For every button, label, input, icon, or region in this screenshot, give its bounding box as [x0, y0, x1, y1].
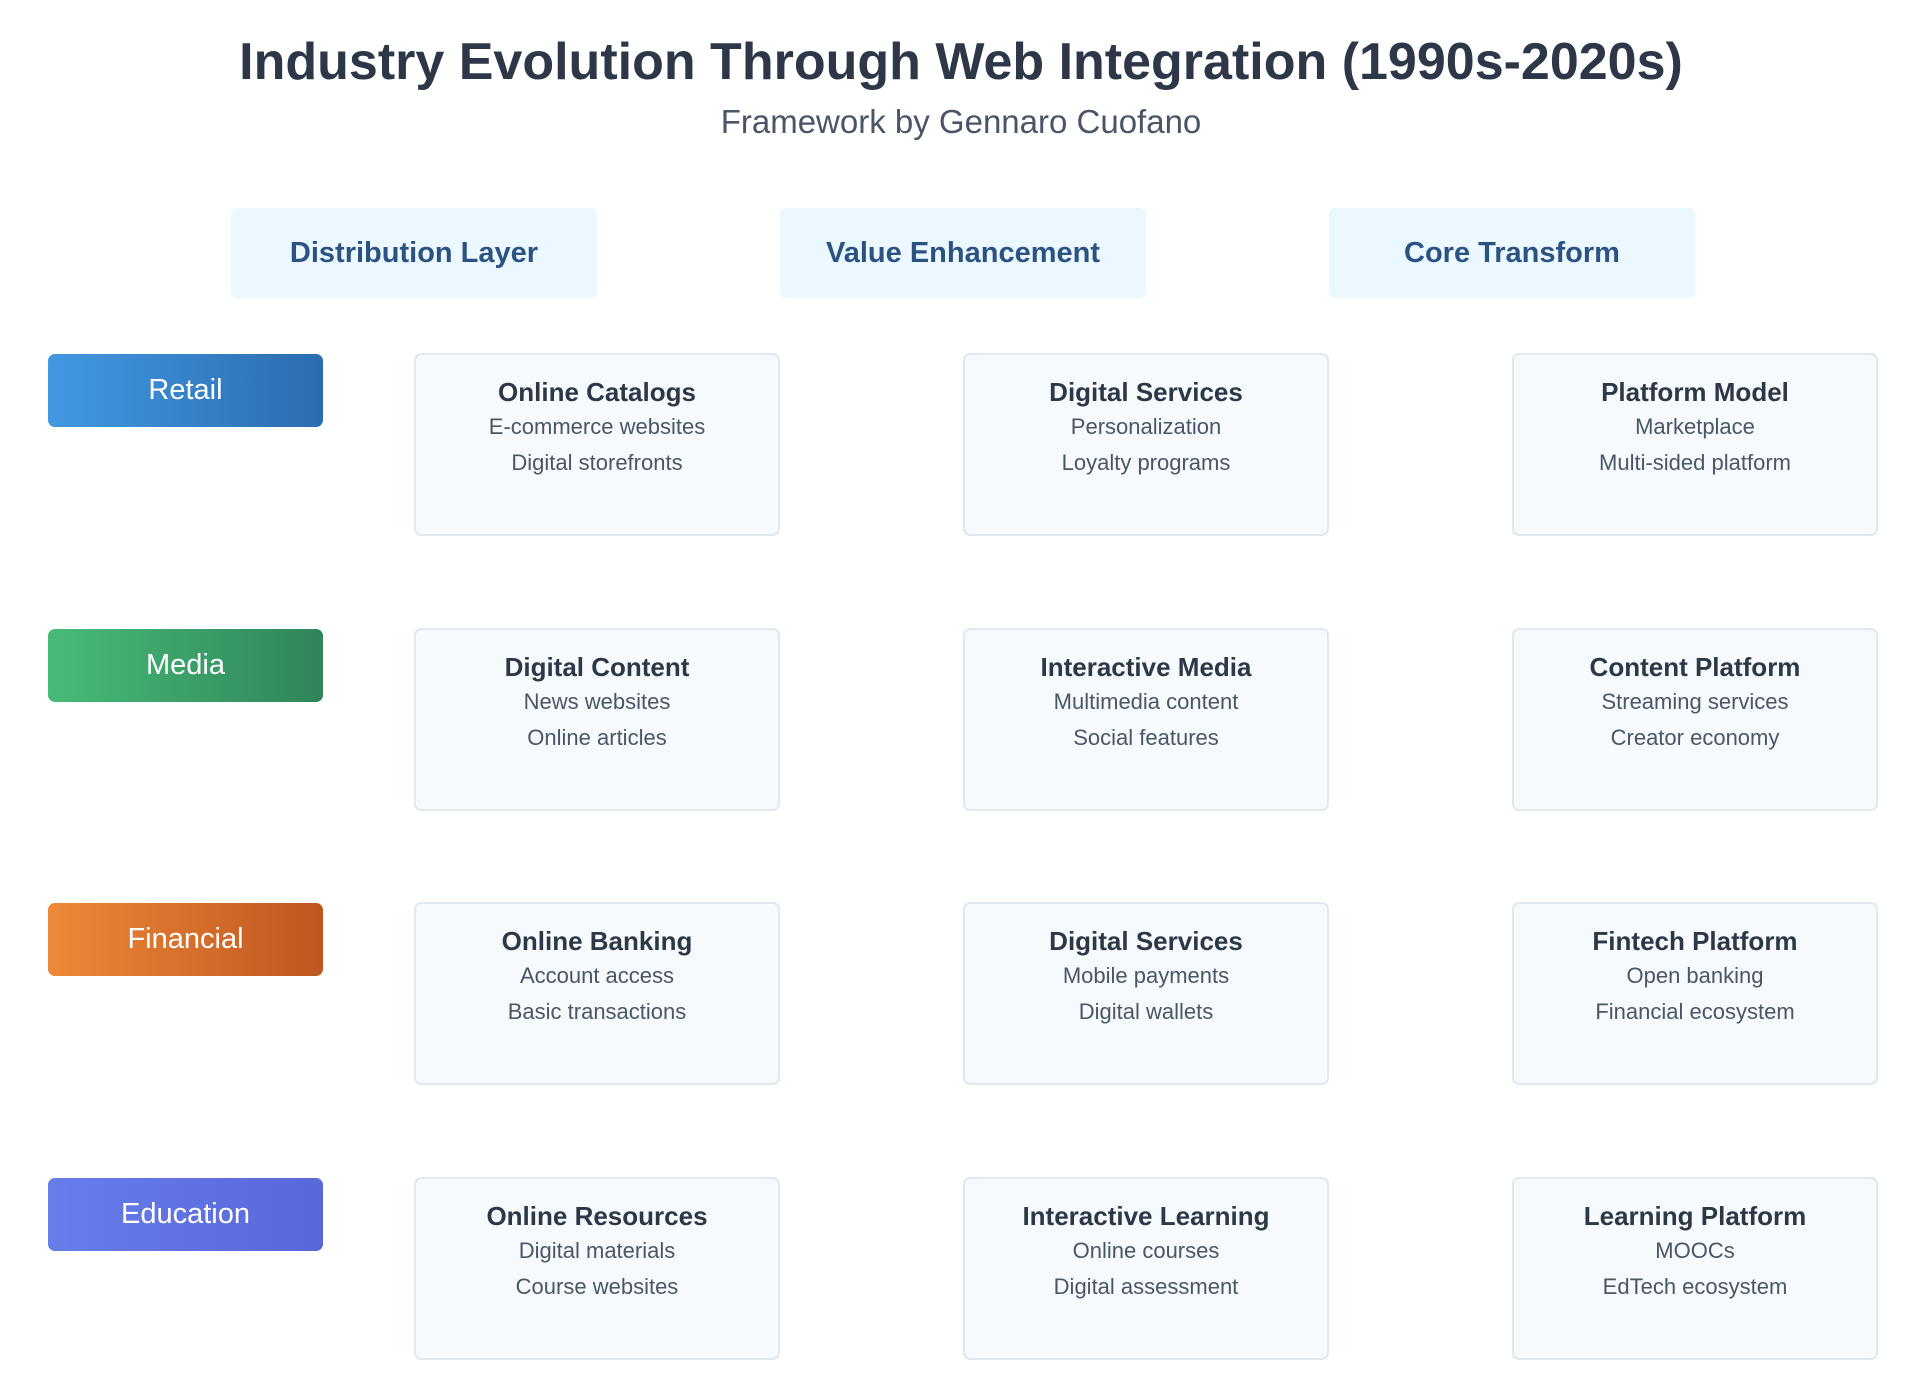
cell-line: Basic transactions	[507, 999, 687, 1024]
column-header-value: Value Enhancement	[780, 208, 1146, 298]
cell-title: Platform Model	[1601, 377, 1789, 407]
cell-line: Multi-sided platform	[1599, 450, 1791, 475]
cell-title: Online Resources	[486, 1201, 708, 1231]
cell-line: Marketplace	[1635, 414, 1755, 439]
column-header-core: Core Transform	[1329, 208, 1695, 298]
cell-education-value: Interactive Learning Online courses Digi…	[963, 1177, 1329, 1360]
cell-title: Online Banking	[501, 926, 693, 956]
cell-media-distribution: Digital Content News websites Online art…	[414, 628, 780, 811]
cell-line: Open banking	[1626, 963, 1764, 988]
cell-title: Fintech Platform	[1592, 926, 1798, 956]
row-label-retail: Retail	[48, 354, 323, 427]
column-header-distribution: Distribution Layer	[231, 208, 597, 298]
cell-line: Online courses	[1072, 1238, 1220, 1263]
cell-title: Interactive Learning	[1022, 1201, 1270, 1231]
cell-line: Multimedia content	[1053, 689, 1239, 714]
cell-title: Content Platform	[1589, 652, 1801, 682]
cell-line: MOOCs	[1655, 1238, 1735, 1263]
cell-title: Digital Services	[1049, 926, 1243, 956]
cell-education-distribution: Online Resources Digital materials Cours…	[414, 1177, 780, 1360]
cell-title: Digital Services	[1049, 377, 1243, 407]
cell-line: Digital wallets	[1078, 999, 1214, 1024]
cell-retail-value: Digital Services Personalization Loyalty…	[963, 353, 1329, 536]
cell-line: Online articles	[527, 725, 667, 750]
cell-line: Mobile payments	[1062, 963, 1230, 988]
cell-line: EdTech ecosystem	[1602, 1274, 1788, 1299]
row-label-education: Education	[48, 1178, 323, 1251]
cell-retail-core: Platform Model Marketplace Multi-sided p…	[1512, 353, 1878, 536]
page-subtitle: Framework by Gennaro Cuofano	[720, 103, 1202, 140]
cell-title: Digital Content	[504, 652, 690, 682]
cell-line: Digital storefronts	[511, 450, 683, 475]
cell-line: Course websites	[515, 1274, 679, 1299]
cell-line: Personalization	[1070, 414, 1222, 439]
cell-education-core: Learning Platform MOOCs EdTech ecosystem	[1512, 1177, 1878, 1360]
cell-title: Online Catalogs	[498, 377, 696, 407]
cell-line: E-commerce websites	[488, 414, 706, 439]
cell-line: Loyalty programs	[1061, 450, 1231, 475]
row-label-media: Media	[48, 629, 323, 702]
cell-financial-core: Fintech Platform Open banking Financial …	[1512, 902, 1878, 1085]
cell-title: Learning Platform	[1583, 1201, 1807, 1231]
cell-financial-value: Digital Services Mobile payments Digital…	[963, 902, 1329, 1085]
cell-line: Streaming services	[1601, 689, 1789, 714]
cell-line: Social features	[1073, 725, 1219, 750]
cell-line: Digital assessment	[1053, 1274, 1239, 1299]
page-title: Industry Evolution Through Web Integrati…	[239, 33, 1683, 91]
cell-line: Financial ecosystem	[1595, 999, 1795, 1024]
cell-line: Account access	[519, 963, 675, 988]
cell-line: News websites	[523, 689, 671, 714]
cell-retail-distribution: Online Catalogs E-commerce websites Digi…	[414, 353, 780, 536]
cell-line: Digital materials	[518, 1238, 676, 1263]
cell-media-core: Content Platform Streaming services Crea…	[1512, 628, 1878, 811]
cell-line: Creator economy	[1610, 725, 1780, 750]
cell-title: Interactive Media	[1040, 652, 1252, 682]
cell-media-value: Interactive Media Multimedia content Soc…	[963, 628, 1329, 811]
cell-financial-distribution: Online Banking Account access Basic tran…	[414, 902, 780, 1085]
row-label-financial: Financial	[48, 903, 323, 976]
